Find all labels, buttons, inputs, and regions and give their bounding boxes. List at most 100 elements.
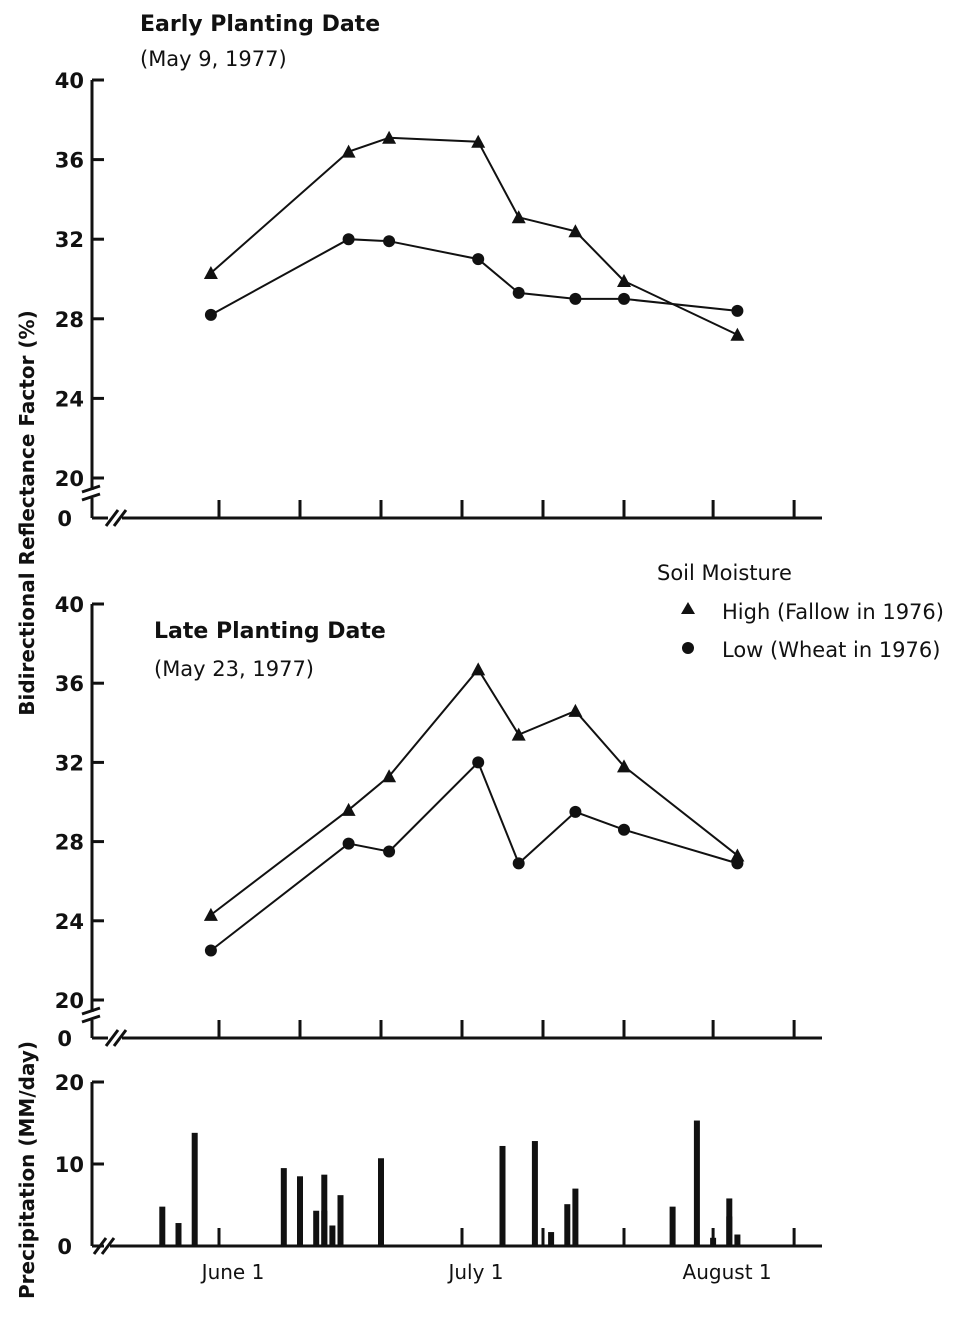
circle-marker <box>731 304 744 317</box>
y-zero-label: 0 <box>57 507 72 531</box>
precipitation-panel: 0 10 20 June 1 July 1 August 1 <box>55 1071 822 1284</box>
precipitation-bar <box>693 1120 700 1246</box>
precip-y-tick-label: 20 <box>55 1071 84 1095</box>
y-tick-label: 24 <box>55 387 84 411</box>
y-zero-label: 0 <box>57 1027 72 1051</box>
x-tick-label: June 1 <box>200 1260 265 1284</box>
late-planting-subtitle: (May 23, 1977) <box>154 657 314 681</box>
y-tick-label: 28 <box>55 308 84 332</box>
y-tick-label: 32 <box>55 228 84 252</box>
reflectance-axis-label: Bidirectional Reflectance Factor (%) <box>15 310 39 715</box>
precip-y-tick-label: 0 <box>57 1235 72 1259</box>
triangle-marker <box>382 769 397 783</box>
circle-marker <box>731 857 744 870</box>
y-tick-label: 40 <box>55 593 84 617</box>
triangle-marker <box>617 273 631 287</box>
legend-circle-marker <box>682 642 694 654</box>
circle-marker <box>383 235 396 248</box>
precipitation-bar <box>191 1132 198 1246</box>
y-axis-break-mark <box>81 1006 101 1016</box>
precipitation-bar <box>313 1210 320 1246</box>
circle-marker <box>472 253 485 266</box>
circle-marker <box>512 286 525 299</box>
precipitation-bar <box>726 1216 733 1246</box>
legend-label-low: Low (Wheat in 1976) <box>722 638 940 662</box>
circle-marker <box>204 944 217 957</box>
y-tick-label: 40 <box>55 69 84 93</box>
early-planting-title: Early Planting Date <box>140 12 380 37</box>
precipitation-bar <box>378 1158 384 1246</box>
y-tick-label: 36 <box>55 672 84 696</box>
triangle-marker <box>341 802 356 816</box>
series-line-low <box>210 238 738 316</box>
y-tick-label: 24 <box>55 910 84 934</box>
x-axis-break-mark <box>104 509 120 527</box>
precipitation-bar <box>175 1223 182 1246</box>
y-axis-break-mark <box>81 1014 101 1024</box>
precipitation-bar <box>321 1174 328 1246</box>
precipitation-bar <box>499 1145 506 1246</box>
y-axis-break-mark <box>81 484 101 494</box>
precipitation-bar <box>669 1206 676 1246</box>
triangle-marker <box>730 848 745 862</box>
triangle-marker <box>203 266 218 280</box>
precipitation-bar <box>280 1168 287 1246</box>
y-tick-label: 32 <box>55 751 84 775</box>
precip-x-axis-break-mark <box>92 1237 108 1255</box>
triangle-marker <box>511 727 526 741</box>
triangle-marker <box>382 130 397 144</box>
early-planting-subtitle: (May 9, 1977) <box>140 47 287 71</box>
triangle-marker <box>568 703 583 717</box>
triangle-marker <box>568 224 583 238</box>
y-tick-label: 20 <box>55 467 84 491</box>
late-planting-title: Late Planting Date <box>154 619 386 644</box>
precipitation-bar <box>321 1210 328 1246</box>
circle-marker <box>618 292 630 305</box>
x-axis-break-mark <box>112 509 128 527</box>
precipitation-bar <box>572 1188 579 1246</box>
circle-marker <box>342 837 355 850</box>
series-line-high <box>210 667 739 916</box>
precip-y-tick-label: 10 <box>55 1153 84 1177</box>
precipitation-bar <box>159 1206 166 1246</box>
precipitation-bar <box>548 1232 555 1246</box>
x-tick-label: August 1 <box>683 1260 772 1284</box>
y-tick-label: 28 <box>55 831 84 855</box>
triangle-marker <box>203 907 218 921</box>
series-line-high <box>210 136 738 336</box>
circle-marker <box>618 823 630 836</box>
late-planting-panel: 20 24 28 32 36 40 0 <box>55 593 822 1051</box>
circle-marker <box>569 805 582 818</box>
precipitation-bar <box>734 1234 741 1246</box>
triangle-marker <box>341 144 356 158</box>
x-axis-break-mark <box>104 1029 120 1047</box>
legend-label-high: High (Fallow in 1976) <box>722 600 944 624</box>
precipitation-bar <box>297 1176 303 1246</box>
y-tick-label: 20 <box>55 989 84 1013</box>
x-axis-break-mark <box>112 1029 128 1047</box>
legend-title: Soil Moisture <box>657 561 792 585</box>
precipitation-axis-label: Precipitation (MM/day) <box>15 1041 39 1299</box>
triangle-marker <box>511 210 526 224</box>
triangle-marker <box>617 759 631 773</box>
circle-marker <box>342 233 355 246</box>
circle-marker <box>383 845 396 858</box>
triangle-marker <box>730 327 745 341</box>
precipitation-bar <box>710 1237 717 1246</box>
circle-marker <box>512 857 525 870</box>
precipitation-bar <box>329 1225 336 1246</box>
series-line-low <box>210 760 738 952</box>
y-tick-label: 36 <box>55 149 84 173</box>
precip-x-axis-break-mark <box>100 1237 116 1255</box>
circle-marker <box>204 308 217 321</box>
y-axis-break-mark <box>81 492 101 502</box>
precipitation-bar <box>564 1204 571 1246</box>
precipitation-bar <box>337 1195 344 1246</box>
triangle-marker <box>471 134 486 148</box>
precipitation-bar <box>531 1141 538 1246</box>
circle-marker <box>569 292 582 305</box>
triangle-marker <box>471 662 486 676</box>
circle-marker <box>472 756 485 769</box>
x-tick-label: July 1 <box>446 1260 503 1284</box>
